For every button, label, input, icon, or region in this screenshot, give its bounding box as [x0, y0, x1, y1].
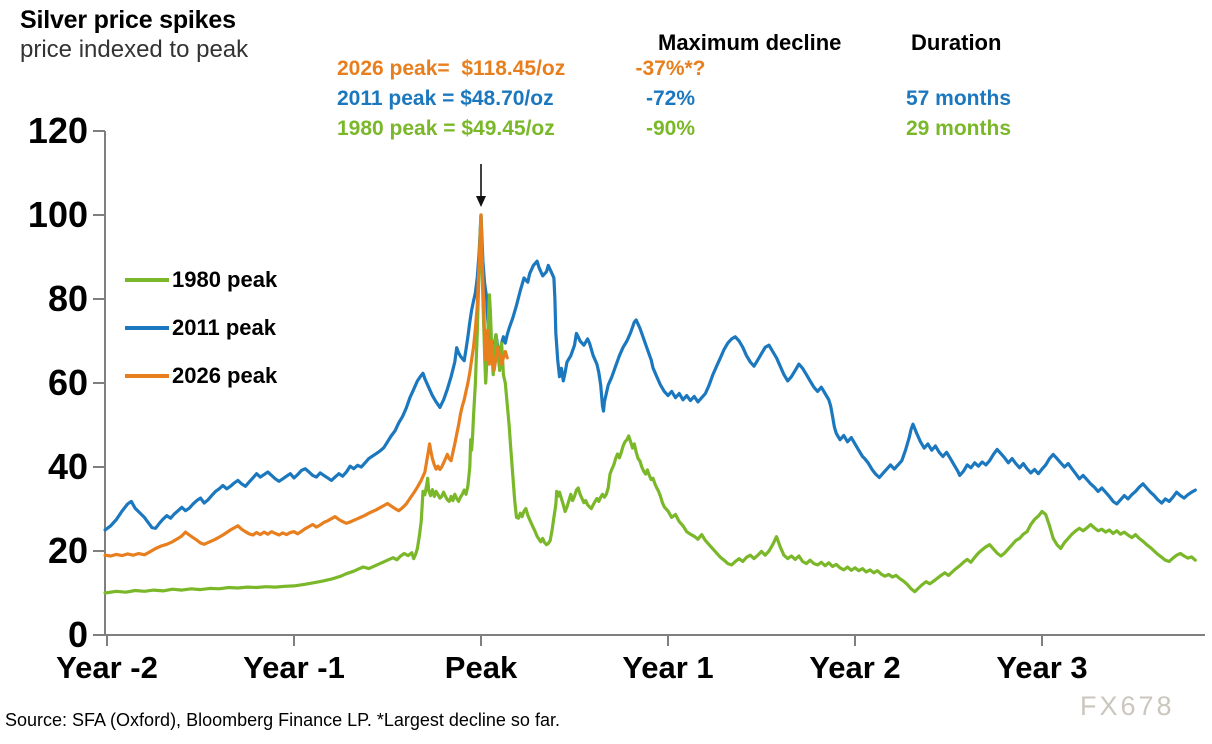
y-axis-tick-label: 40 — [47, 446, 88, 487]
peak-row-1980-decline: -90% — [645, 117, 696, 140]
x-axis-tick-label: Year 3 — [996, 650, 1088, 685]
series-line-2026-peak — [103, 213, 509, 558]
peak-row-2011-duration: 57 months — [905, 87, 1012, 110]
peak-row-2026-label: 2026 peak= $118.45/oz — [337, 57, 566, 80]
chart-subtitle: price indexed to peak — [20, 36, 249, 63]
legend-line-swatch-blue — [125, 326, 169, 330]
legend-item-2026-peak: 2026 peak — [125, 352, 277, 400]
peak-row-2011-label: 2011 peak = $48.70/oz — [337, 87, 554, 110]
legend: 1980 peak 2011 peak 2026 peak — [125, 256, 277, 400]
peak-row-1980-label: 1980 peak = $49.45/oz — [337, 117, 555, 140]
series-line-2011-peak — [103, 213, 1197, 532]
series-line-1980-peak — [103, 213, 1197, 595]
legend-item-2011-peak: 2011 peak — [125, 304, 277, 352]
y-axis-tick-label: 20 — [47, 530, 88, 571]
column-header-duration: Duration — [911, 30, 1002, 55]
y-axis-tick-label: 120 — [27, 110, 88, 151]
legend-item-1980-peak: 1980 peak — [125, 256, 277, 304]
peak-row-2011-decline: -72% — [645, 87, 696, 110]
x-axis-tick-label: Year -1 — [243, 650, 345, 685]
y-axis-tick-label: 100 — [27, 194, 88, 235]
legend-label: 1980 peak — [172, 267, 278, 292]
peak-row-1980-duration: 29 months — [905, 117, 1012, 140]
legend-label: 2011 peak — [172, 315, 276, 340]
chart-title: Silver price spikes — [20, 6, 236, 34]
y-axis-tick-label: 80 — [47, 278, 88, 319]
column-header-maximum-decline: Maximum decline — [658, 30, 842, 55]
x-axis-tick-label: Year 2 — [809, 650, 901, 685]
legend-label: 2026 peak — [172, 363, 278, 388]
legend-line-swatch-green — [125, 278, 169, 282]
peak-arrow-head — [476, 196, 486, 207]
source-note: Source: SFA (Oxford), Bloomberg Finance … — [5, 710, 560, 730]
legend-line-swatch-orange — [125, 374, 169, 378]
x-axis-tick-label: Peak — [444, 650, 518, 685]
x-axis-tick-label: Year 1 — [622, 650, 714, 685]
watermark-fx678: FX678 — [1080, 691, 1175, 721]
peak-row-2026-decline: -37%*? — [635, 57, 706, 80]
y-axis-tick-label: 0 — [67, 614, 88, 655]
x-axis-tick-label: Year -2 — [56, 650, 158, 685]
y-axis-tick-label: 60 — [47, 362, 88, 403]
